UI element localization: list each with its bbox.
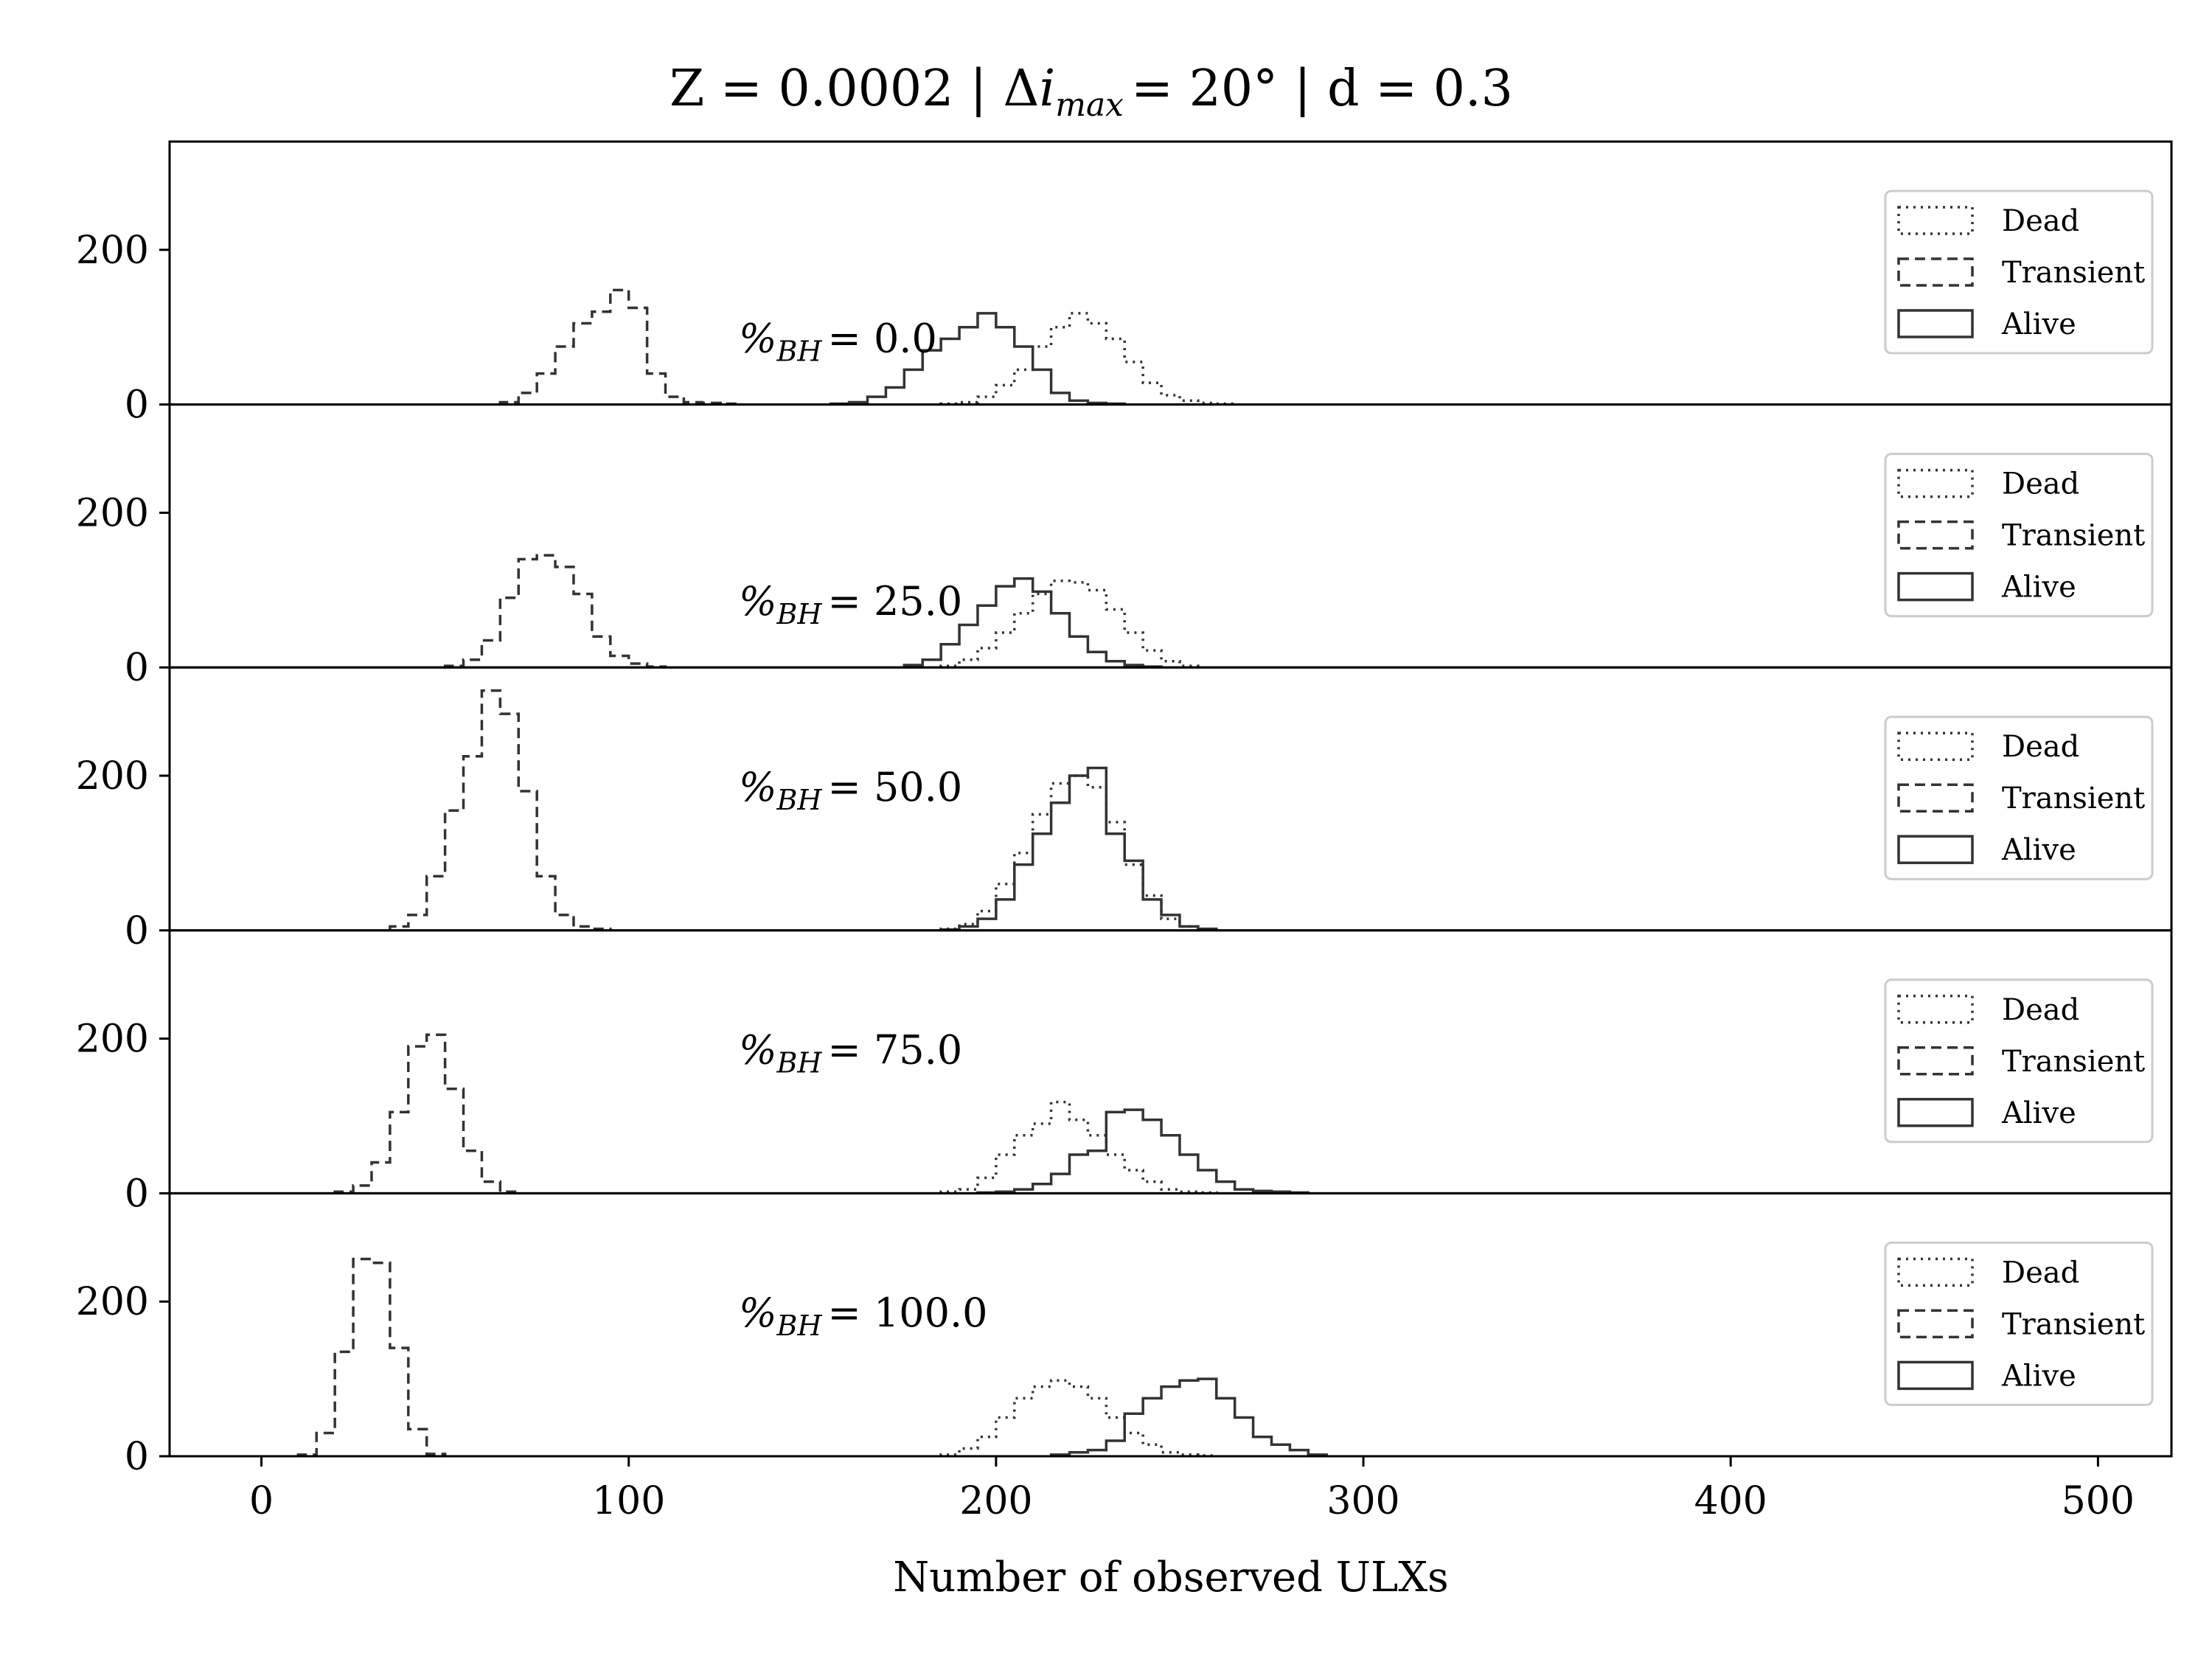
hist-alive-panel-5 [1049, 1377, 1328, 1456]
legend-label-alive: Alive [2001, 833, 2076, 867]
legend-handle-dead [1897, 468, 1974, 498]
hist-transient-panel-1 [498, 288, 740, 406]
legend-handle-transient [1897, 257, 1974, 287]
hist-dead-panel-2 [939, 579, 1200, 668]
legend-handle-dead [1897, 1257, 1974, 1287]
y-tick-label: 200 [76, 491, 149, 535]
bh-annotation: %BH = 25.0 [739, 578, 962, 630]
hist-alive-panel-2 [902, 577, 1163, 668]
legend: Dead Transient Alive [1884, 715, 2154, 880]
hist-dead-panel-4 [939, 1100, 1218, 1194]
y-tick-label: 200 [76, 229, 149, 273]
x-axis-label: Number of observed ULXs [893, 1554, 1449, 1601]
legend-label-dead: Dead [2002, 204, 2079, 238]
y-tick-label: 0 [125, 646, 149, 690]
y-tick-label: 0 [125, 1435, 149, 1479]
legend-handle-transient [1897, 1309, 1974, 1339]
legend-label-alive: Alive [2001, 1359, 2076, 1393]
legend: Dead Transient Alive [1884, 453, 2154, 618]
legend: Dead Transient Alive [1884, 978, 2154, 1144]
x-axis: 0 100 200 300 400 500 [249, 1456, 2135, 1523]
legend-handle-alive [1897, 835, 1974, 864]
legend-label-transient: Transient [2002, 256, 2145, 290]
legend-label-dead: Dead [2002, 1256, 2079, 1290]
x-tick-label: 200 [959, 1479, 1032, 1523]
bh-annotation: %BH = 50.0 [739, 764, 962, 816]
y-tick-label: 200 [76, 1018, 149, 1062]
x-tick-label: 500 [2062, 1479, 2135, 1523]
y-tick-label: 0 [125, 383, 149, 428]
bh-annotation: %BH = 100.0 [739, 1290, 987, 1342]
bh-annotation: %BH = 0.0 [739, 315, 937, 367]
legend-handle-alive [1897, 309, 1974, 338]
hist-alive-panel-4 [976, 1108, 1310, 1194]
x-tick-label: 100 [592, 1479, 665, 1523]
legend-handle-transient [1897, 783, 1974, 813]
x-tick-label: 400 [1694, 1479, 1767, 1523]
legend-handle-dead [1897, 995, 1974, 1024]
panel-3: 0 200 %BH = 50.0 Dead Transient Alive [76, 666, 2173, 953]
hist-dead-panel-5 [939, 1379, 1218, 1457]
legend-label-alive: Alive [2001, 571, 2076, 605]
legend-label-alive: Alive [2001, 1096, 2076, 1130]
legend-handle-dead [1897, 206, 1974, 235]
legend-label-transient: Transient [2002, 782, 2145, 815]
panel-frame [168, 1192, 2173, 1458]
legend-label-transient: Transient [2002, 1307, 2145, 1341]
hist-transient-panel-5 [296, 1257, 447, 1456]
legend-frame [1884, 453, 2154, 618]
hist-dead-panel-3 [939, 774, 1218, 931]
legend-label-transient: Transient [2002, 1045, 2145, 1079]
legend-frame [1884, 1241, 2154, 1406]
legend-frame [1884, 715, 2154, 880]
x-tick-label: 300 [1326, 1479, 1399, 1523]
panel-1: 0 200 %BH = 0.0 Dead Transient Alive [76, 140, 2173, 428]
legend-handle-alive [1897, 571, 1974, 602]
hist-transient-panel-2 [443, 554, 667, 668]
y-tick-label: 200 [76, 754, 149, 799]
legend-frame [1884, 978, 2154, 1144]
panel-2: 0 200 %BH = 25.0 Dead Transient Alive [76, 403, 2173, 690]
legend: Dead Transient Alive [1884, 189, 2154, 355]
legend-label-transient: Transient [2002, 519, 2145, 553]
hist-dead-panel-1 [939, 312, 1237, 406]
legend: Dead Transient Alive [1884, 1241, 2154, 1406]
legend-label-dead: Dead [2002, 730, 2079, 764]
y-tick-label: 0 [125, 909, 149, 953]
panel-4: 0 200 %BH = 75.0 Dead Transient Alive [76, 929, 2173, 1216]
panels: 0 200 %BH = 0.0 Dead Transient Alive 0 200 %BH = 2… [76, 140, 2173, 1479]
chart-title: Z = 0.0002 | Δimax = 20° | d = 0.3 [669, 60, 1513, 124]
legend-label-dead: Dead [2002, 467, 2079, 501]
legend-label-dead: Dead [2002, 993, 2079, 1027]
legend-handle-transient [1897, 1046, 1974, 1076]
hist-alive-panel-1 [829, 312, 1126, 406]
legend-handle-alive [1897, 1098, 1974, 1127]
hist-transient-panel-4 [333, 1033, 521, 1194]
x-tick-label: 0 [249, 1479, 274, 1523]
bh-annotation: %BH = 75.0 [739, 1026, 962, 1079]
legend-frame [1884, 189, 2154, 355]
legend-handle-alive [1897, 1360, 1974, 1391]
y-tick-label: 200 [76, 1280, 149, 1324]
legend-handle-dead [1897, 731, 1974, 761]
y-tick-label: 0 [125, 1172, 149, 1216]
legend-label-alive: Alive [2001, 307, 2076, 341]
legend-handle-transient [1897, 520, 1974, 550]
hist-alive-panel-3 [939, 766, 1218, 931]
hist-transient-panel-3 [389, 689, 612, 931]
panel-5: 0 200 %BH = 100.0 Dead Transient Alive [76, 1192, 2173, 1479]
